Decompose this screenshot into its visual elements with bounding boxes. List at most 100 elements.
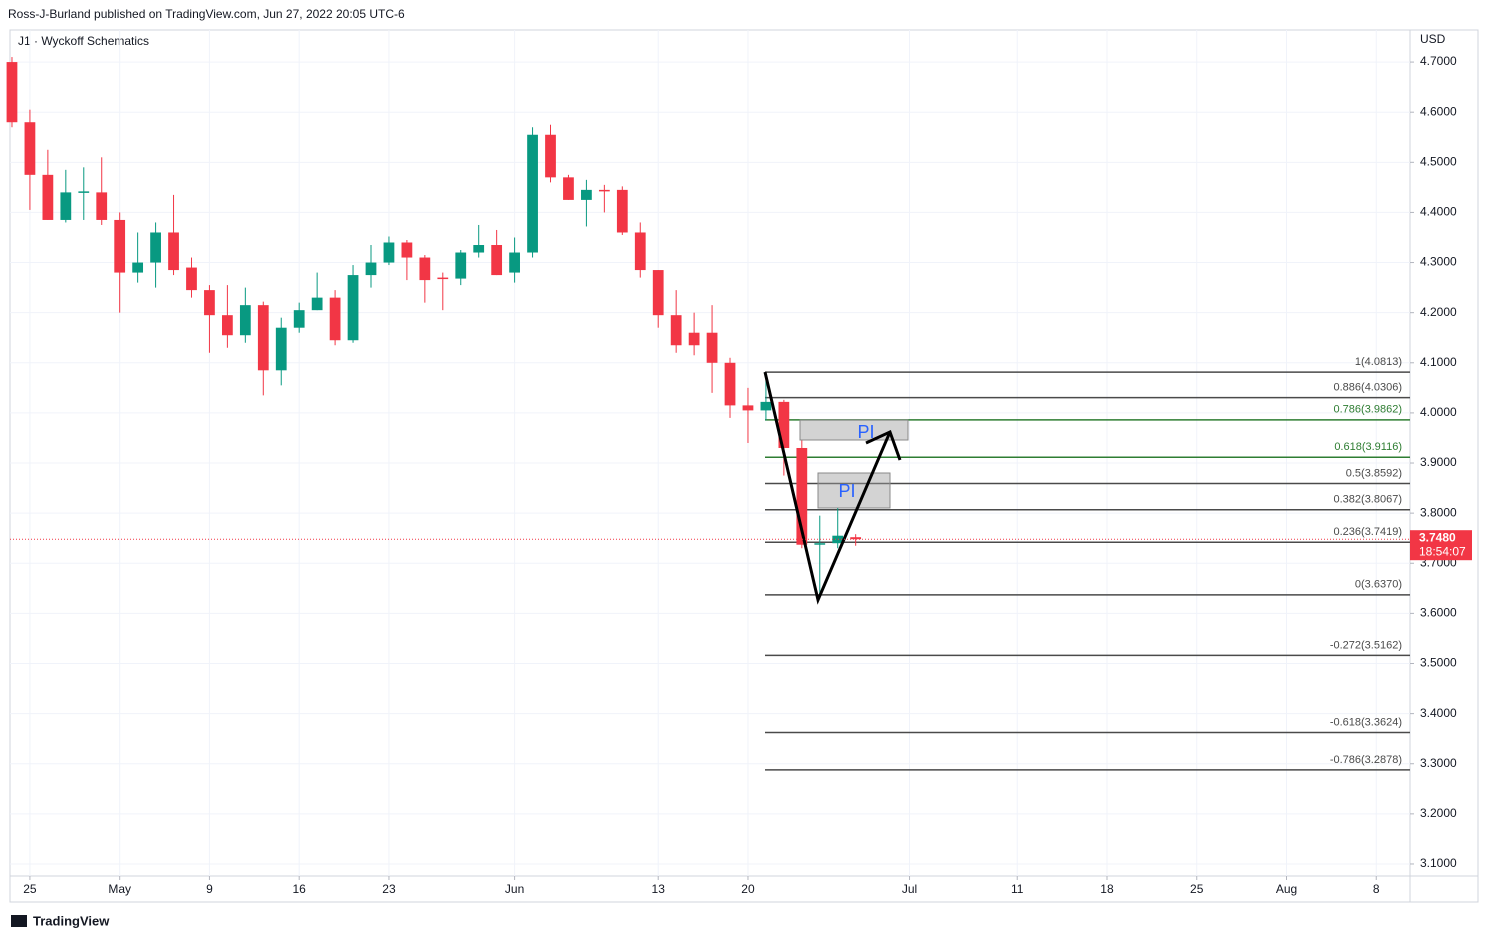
x-tick-label: 11 (1011, 882, 1024, 896)
x-tick-label: 25 (1190, 882, 1204, 896)
candle-body (275, 327, 287, 371)
y-tick-label: 4.7000 (1420, 54, 1457, 68)
candle-body (347, 275, 359, 341)
candle-body (114, 219, 126, 273)
y-tick-label: 3.8000 (1420, 505, 1457, 519)
candle-body (204, 290, 215, 316)
candle-body (742, 405, 754, 411)
candle-body (311, 297, 323, 311)
candle-body (616, 189, 628, 233)
candle-body (186, 267, 197, 291)
last-price-badge (1410, 530, 1472, 561)
y-tick-label: 3.5000 (1420, 656, 1457, 670)
y-tick-label: 4.0000 (1420, 405, 1457, 419)
y-tick-label: 3.2000 (1420, 806, 1457, 820)
fib-label: -0.272(3.5162) (1330, 639, 1402, 651)
symbol-title: J1 · Wyckoff Schematics (18, 34, 149, 48)
candle-body (419, 257, 431, 281)
candle-body (491, 245, 503, 276)
y-tick-label: 4.2000 (1420, 305, 1457, 319)
y-tick-label: 3.9000 (1420, 455, 1457, 469)
fib-label: 0.886(4.0306) (1334, 381, 1403, 393)
candle-body (814, 543, 826, 545)
x-tick-label: 25 (23, 882, 37, 896)
candle-body (96, 192, 108, 220)
x-tick-label: May (108, 882, 131, 896)
fib-label: 0.382(3.8067) (1334, 494, 1403, 506)
candle-body (509, 252, 520, 273)
candle-body (42, 174, 54, 220)
candle-body (563, 177, 574, 200)
candle-body (437, 277, 449, 280)
candle-body (724, 362, 736, 406)
y-tick-label: 3.3000 (1420, 756, 1457, 770)
fib-label: 0(3.6370) (1355, 579, 1402, 591)
publisher: Ross-J-Burland published on TradingView.… (8, 7, 405, 21)
x-tick-label: 13 (652, 882, 666, 896)
x-tick-label: 23 (382, 882, 396, 896)
candle-body (6, 62, 18, 123)
pi-box (817, 472, 891, 509)
arrow-head (865, 429, 902, 461)
candle-body (383, 242, 395, 263)
candle-body (634, 232, 646, 271)
axes: 3.10003.20003.30003.40003.50003.60003.70… (10, 54, 1472, 896)
candle-body (706, 332, 718, 363)
arrow-drawing (763, 371, 902, 605)
x-tick-label: Jun (505, 882, 524, 896)
x-tick-label: 8 (1373, 882, 1380, 896)
frame (9, 29, 1479, 903)
zigzag (763, 371, 892, 605)
candle-body (239, 305, 251, 336)
candle-body (150, 232, 161, 263)
fib-label: 0.236(3.7419) (1334, 526, 1403, 538)
countdown: 18:54:07 (1419, 544, 1466, 558)
candle-body (688, 332, 700, 346)
y-tick-label: 4.6000 (1420, 104, 1457, 118)
fib-retracement: 1(4.0813) 0.886(4.0306) 0.786(3.9862) 0.618… (765, 356, 1410, 771)
candle-body (60, 192, 72, 220)
y-tick-label: 3.4000 (1420, 706, 1457, 720)
candle-body (796, 447, 808, 545)
candle-body (455, 252, 467, 279)
pi-label: PI (838, 481, 855, 501)
pi-label: PI (857, 422, 874, 442)
x-tick-label: Jul (902, 882, 917, 896)
candle-body (598, 189, 610, 192)
x-tick-label: 18 (1100, 882, 1114, 896)
fib-label: -0.618(3.3624) (1330, 716, 1402, 728)
candle-body (850, 537, 862, 540)
y-tick-label: 3.6000 (1420, 606, 1457, 620)
fib-label: 1(4.0813) (1355, 356, 1402, 368)
candle-body (24, 122, 36, 175)
logo-icon (11, 915, 27, 927)
fib-label: 0.5(3.8592) (1346, 467, 1402, 479)
candle-body (132, 262, 144, 273)
candle-body (222, 315, 233, 336)
candle-body (365, 262, 377, 276)
x-tick-label: 20 (741, 882, 755, 896)
y-tick-label: 4.1000 (1420, 355, 1457, 369)
candle-body (670, 315, 682, 346)
y-tick-label: 3.1000 (1420, 856, 1457, 870)
x-tick-label: Aug (1276, 882, 1297, 896)
candle-body (581, 189, 592, 200)
candle-body (527, 134, 538, 253)
candle-body (168, 232, 179, 271)
candle-body (545, 134, 556, 178)
x-tick-label: 9 (206, 882, 213, 896)
fib-label: -0.786(3.2878) (1330, 754, 1402, 766)
last-price-label: 3.7480 (1419, 530, 1456, 544)
candle-body (760, 401, 772, 411)
y-tick-label: 4.3000 (1420, 255, 1457, 269)
candle-body (652, 270, 664, 316)
candle-body (78, 191, 90, 193)
logo: TradingView (33, 913, 110, 928)
y-tick-label: 4.4000 (1420, 205, 1457, 219)
x-tick-label: 16 (293, 882, 307, 896)
candle-body (257, 305, 269, 371)
candle-body (329, 297, 341, 341)
y-tick-label: 4.5000 (1420, 154, 1457, 168)
